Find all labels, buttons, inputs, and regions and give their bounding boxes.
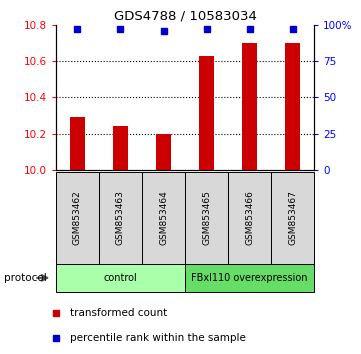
Text: control: control: [104, 273, 137, 283]
Bar: [185, 264, 314, 292]
Text: FBxl110 overexpression: FBxl110 overexpression: [191, 273, 308, 283]
Title: GDS4788 / 10583034: GDS4788 / 10583034: [114, 9, 256, 22]
Bar: [285, 43, 300, 170]
Bar: [142, 172, 185, 264]
Bar: [185, 172, 228, 264]
Bar: [56, 264, 185, 292]
Text: GSM853462: GSM853462: [73, 190, 82, 245]
Bar: [156, 134, 171, 170]
Bar: [228, 172, 271, 264]
Bar: [271, 172, 314, 264]
Text: transformed count: transformed count: [70, 308, 168, 318]
Text: GSM853465: GSM853465: [202, 190, 211, 245]
Bar: [242, 43, 257, 170]
Bar: [199, 56, 214, 170]
Text: GSM853467: GSM853467: [288, 190, 297, 245]
Bar: [70, 117, 85, 170]
Text: GSM853463: GSM853463: [116, 190, 125, 245]
Text: GSM853466: GSM853466: [245, 190, 254, 245]
Text: percentile rank within the sample: percentile rank within the sample: [70, 333, 246, 343]
Text: GSM853464: GSM853464: [159, 190, 168, 245]
Bar: [113, 126, 128, 170]
Bar: [56, 172, 99, 264]
Bar: [99, 172, 142, 264]
Text: protocol: protocol: [4, 273, 46, 283]
